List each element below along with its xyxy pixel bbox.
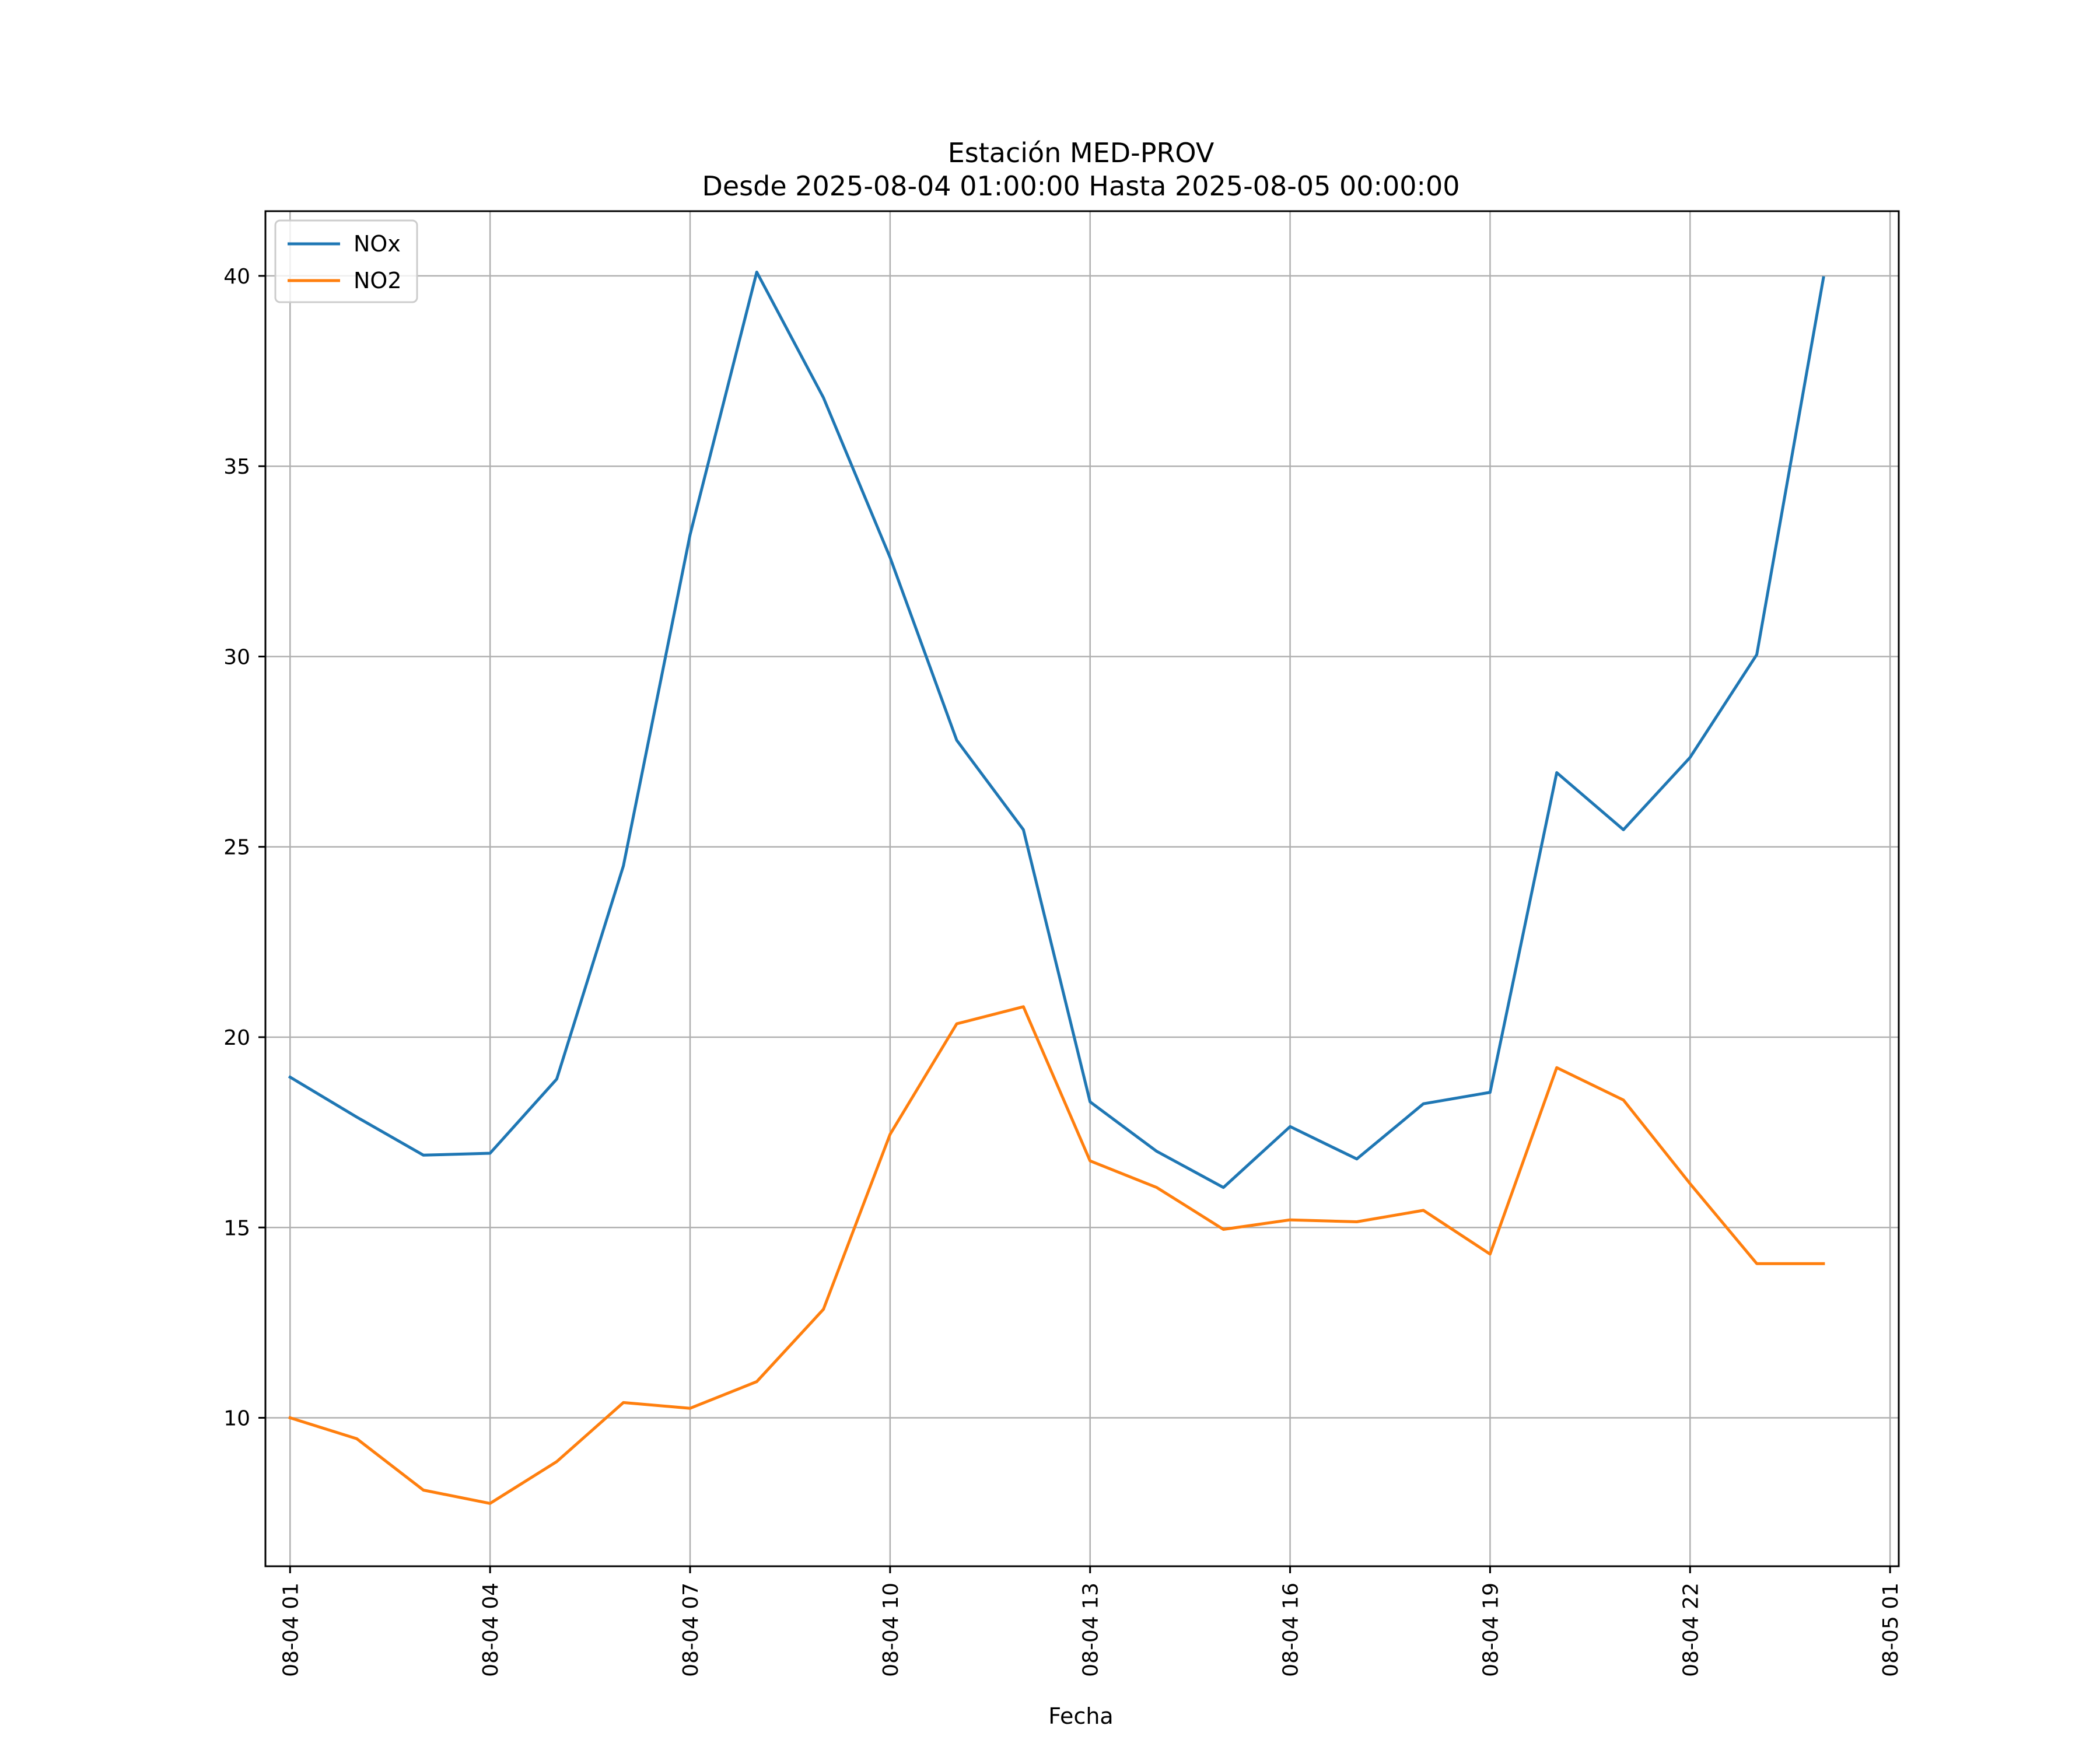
axis-ticks: 08-04 01 08-04 04 08-04 07 08-04 10 08-04 13… — [223, 265, 1903, 1677]
x-tick-label: 08-04 01 — [279, 1583, 303, 1677]
x-tick-label: 08-04 22 — [1679, 1583, 1703, 1677]
chart-title: Estación MED-PROV — [948, 137, 1214, 169]
y-tick-label: 35 — [223, 455, 250, 479]
y-tick-label: 40 — [223, 265, 250, 289]
y-tick-label: 25 — [223, 836, 250, 860]
legend-label-nox: NOx — [354, 231, 401, 257]
series-line-nox — [288, 270, 1825, 1189]
x-tick-label: 08-04 10 — [879, 1583, 903, 1677]
x-tick-label: 08-04 13 — [1079, 1583, 1103, 1677]
y-tick-label: 15 — [223, 1216, 250, 1240]
y-tick-label: 30 — [223, 645, 250, 669]
series-lines — [288, 270, 1825, 1505]
x-tick-label: 08-05 01 — [1879, 1583, 1903, 1677]
plot-frame — [264, 210, 1900, 1567]
x-tick-label: 08-04 07 — [679, 1583, 703, 1677]
x-axis-title: Fecha — [1048, 1703, 1113, 1729]
y-tick-label: 10 — [223, 1407, 250, 1431]
chart-subtitle: Desde 2025-08-04 01:00:00 Hasta 2025-08-… — [702, 170, 1460, 202]
x-tick-label: 08-04 16 — [1279, 1583, 1303, 1677]
x-tick-label: 08-04 04 — [479, 1583, 503, 1677]
legend-label-no2: NO2 — [354, 268, 402, 293]
x-tick-label: 08-04 19 — [1479, 1583, 1503, 1677]
grid — [265, 211, 1899, 1566]
legend: NOx NO2 — [274, 219, 418, 303]
y-tick-label: 20 — [223, 1026, 250, 1050]
series-line-no2 — [288, 1005, 1825, 1505]
